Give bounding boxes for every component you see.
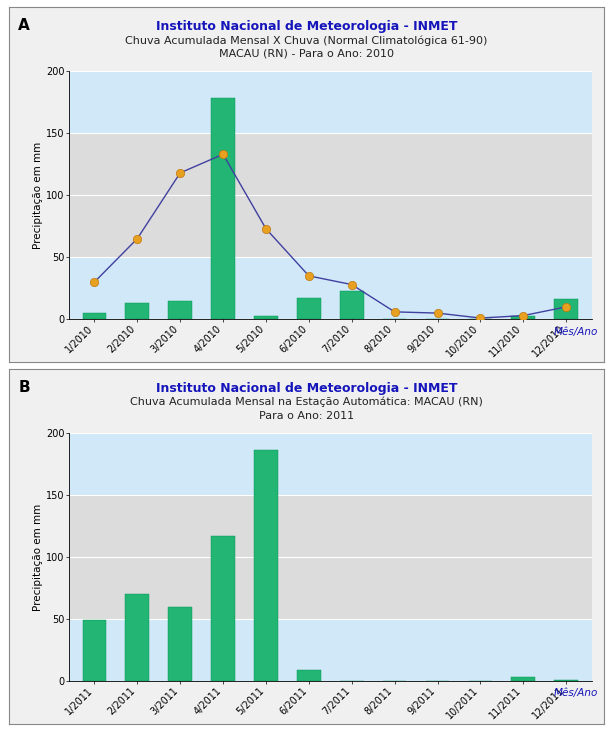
Text: A: A bbox=[18, 18, 30, 34]
Bar bbox=[554, 300, 578, 319]
Bar bbox=[126, 594, 149, 681]
Bar bbox=[297, 298, 321, 319]
Bar bbox=[69, 619, 592, 681]
Bar bbox=[169, 300, 192, 319]
Bar bbox=[69, 495, 592, 619]
Bar bbox=[69, 71, 592, 133]
Bar bbox=[340, 291, 364, 319]
Bar bbox=[83, 621, 106, 681]
Bar bbox=[211, 536, 235, 681]
Bar bbox=[169, 607, 192, 681]
Text: MACAU (RN) - Para o Ano: 2010: MACAU (RN) - Para o Ano: 2010 bbox=[219, 49, 394, 59]
Text: Instituto Nacional de Meteorologia - INMET: Instituto Nacional de Meteorologia - INM… bbox=[156, 20, 457, 33]
Bar bbox=[83, 313, 106, 319]
Bar bbox=[126, 303, 149, 319]
Bar bbox=[554, 680, 578, 681]
Bar bbox=[69, 257, 592, 319]
Bar bbox=[254, 316, 278, 319]
Y-axis label: Precipitação em mm: Precipitação em mm bbox=[33, 142, 43, 249]
Bar bbox=[69, 133, 592, 257]
Text: Instituto Nacional de Meteorologia - INMET: Instituto Nacional de Meteorologia - INM… bbox=[156, 382, 457, 395]
Legend: chuva acum. mensal, chuva acum. mensal(normal climatológica 61-90): chuva acum. mensal, chuva acum. mensal(n… bbox=[74, 418, 478, 436]
Bar bbox=[511, 678, 535, 681]
Text: Mês/Ano: Mês/Ano bbox=[554, 327, 598, 336]
Text: Chuva Acumulada Mensal na Estação Automática: MACAU (RN): Chuva Acumulada Mensal na Estação Automá… bbox=[130, 397, 483, 407]
Text: Mês/Ano: Mês/Ano bbox=[554, 689, 598, 698]
Text: Chuva Acumulada Mensal X Chuva (Normal Climatológica 61-90): Chuva Acumulada Mensal X Chuva (Normal C… bbox=[125, 35, 488, 45]
Bar bbox=[211, 99, 235, 319]
Text: Para o Ano: 2011: Para o Ano: 2011 bbox=[259, 411, 354, 421]
Bar bbox=[254, 450, 278, 681]
Y-axis label: Precipitação em mm: Precipitação em mm bbox=[33, 504, 43, 610]
Bar bbox=[69, 433, 592, 495]
Text: B: B bbox=[18, 380, 30, 395]
Bar bbox=[297, 670, 321, 681]
Bar bbox=[511, 316, 535, 319]
